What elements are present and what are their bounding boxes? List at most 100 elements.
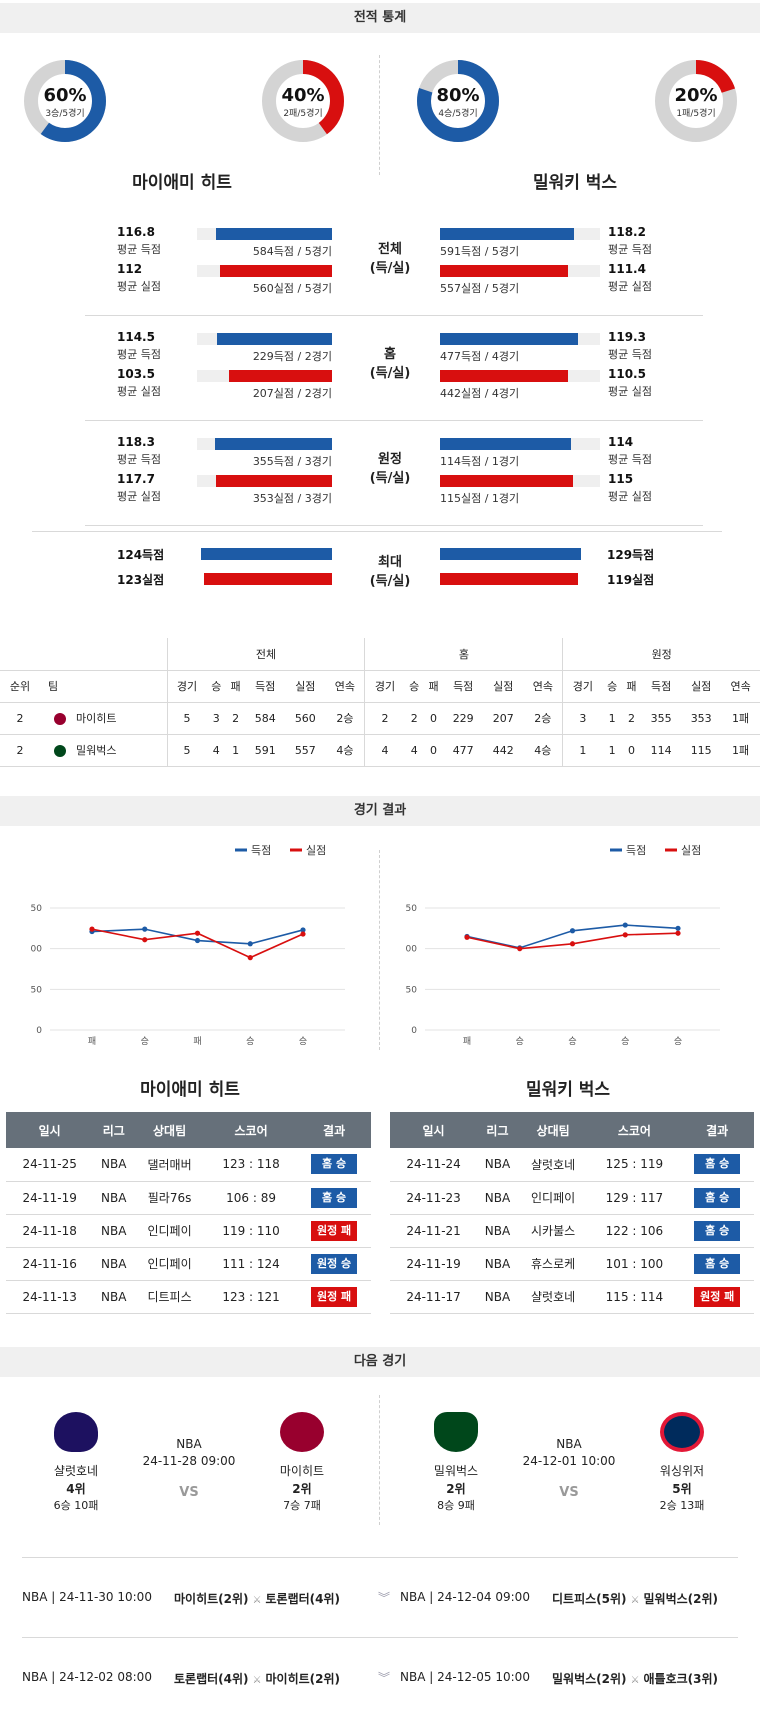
next-team-name: 밀워벅스 [433,1464,479,1478]
upcoming-matchup[interactable]: 밀워벅스(2위) ⚔ 애틀호크(3위) [552,1670,718,1687]
result-outcome: 원정 패 [297,1214,371,1248]
heat-logo [280,1412,324,1452]
avg-value: 119.3 [608,330,646,344]
standings-col-header: 경기 [572,680,594,693]
vs-icon: ⚔ [630,1675,640,1686]
standings-cell: 114 [650,743,672,757]
result-opponent: 인디페이 [517,1181,589,1215]
upcoming-matchup[interactable]: 디트피스(5위) ⚔ 밀워벅스(2위) [552,1590,718,1607]
compare-category-name: 홈 [384,347,396,362]
next-team-record: 8승 9패 [437,1499,475,1512]
next-divider [379,1395,380,1525]
avg-label: 평균 득점 [608,348,652,361]
next-vs: VS [179,1485,199,1500]
result-date: 24-11-21 [390,1214,478,1248]
donut-chart [24,60,106,142]
bar-note: 207실점 / 2경기 [252,387,332,400]
max-value: 119실점 [607,573,655,587]
upcoming-matchup[interactable]: 마이히트(2위) ⚔ 토론랩터(4위) [174,1590,340,1607]
next-datetime: 24-12-01 10:00 [522,1454,616,1468]
standings-col-header: 승 [607,680,618,693]
standings-team-name: 밀워벅스 [76,744,117,757]
compare-category: 원정 (득/실) [360,450,420,488]
chevron-down-icon: ︾ [378,1591,391,1605]
donut-percent: 60% [43,85,87,106]
standings-col-header: 연속 [325,670,366,702]
next-team-record: 6승 10패 [53,1499,99,1512]
data-point [194,937,201,944]
next-team-name: 마이히트 [279,1464,325,1478]
chevron-down-icon: ︾ [378,1671,391,1685]
standings-cell: 115 [690,743,712,757]
result-opponent: 댈러매버 [134,1148,205,1182]
result-date: 24-11-23 [390,1181,478,1215]
donut-divider [379,55,380,175]
result-league: NBA [93,1280,135,1314]
standings-cell: 0 [430,743,437,757]
results-col-header: 결과 [297,1112,371,1148]
avg-value: 116.8 [117,225,155,239]
result-badge: 홈 승 [694,1220,741,1241]
result-league: NBA [477,1214,518,1248]
result-score: 119 : 110 [204,1214,298,1248]
data-point [300,931,306,937]
upcoming-info: NBA | 24-11-30 10:00 [22,1590,152,1604]
vs-icon: ⚔ [252,1675,262,1686]
standings-cell: 2 [232,711,240,725]
result-date: 24-11-24 [390,1148,478,1182]
next-league: NBA [556,1437,582,1451]
upcoming-matchup[interactable]: 토론랩터(4위) ⚔ 마이히트(2위) [174,1670,340,1687]
standings-col-header: 연속 [730,680,751,693]
bar-note: 353실점 / 3경기 [252,492,332,505]
heat-logo [54,713,66,725]
donut-fill [655,60,737,142]
standings-col-header: 패 [230,680,241,693]
data-point [247,941,253,947]
x-tick-label: 패 [193,1036,201,1047]
result-row: 24-11-13 NBA 디트피스 123 : 121 원정 패 [6,1280,371,1314]
chart-divider [379,850,380,1050]
result-score: 115 : 114 [588,1280,681,1314]
x-tick-label: 승 [568,1036,576,1047]
result-league: NBA [477,1280,518,1314]
data-point [247,955,253,961]
result-outcome: 홈 승 [297,1148,371,1182]
standings-col-header: 실점 [295,680,316,693]
result-score: 123 : 118 [204,1148,298,1182]
result-date: 24-11-19 [6,1181,94,1215]
bar-fill [440,475,573,487]
left-team-title: 마이애미 히트 [132,173,232,193]
standings-col-header: 승 [211,680,222,693]
bar-fill [440,370,568,382]
results-col-header: 일시 [390,1112,478,1148]
upcoming-divider-mid [22,1637,738,1638]
standings-cell: 0 [627,743,635,757]
avg-value: 117.7 [117,472,155,486]
bar-fill [216,475,332,487]
standings-col-header: 순위 [9,680,31,693]
donut-record: 2패/5경기 [283,109,323,119]
standings-cell: 1 [232,743,240,757]
result-score: 123 : 121 [204,1280,298,1314]
y-tick-label: 150 [405,904,417,914]
bar-fill [440,265,568,277]
x-tick-label: 승 [246,1036,254,1047]
upcoming-team-1: 마이히트(2위) [174,1592,249,1606]
standings-cell: 3 [212,711,220,725]
avg-label: 평균 실점 [117,385,161,398]
donut-record: 4승/5경기 [438,109,478,119]
next-team-rank: 2위 [292,1482,312,1496]
donut-fill [417,60,499,142]
x-tick-label: 승 [141,1036,149,1047]
y-tick-label: 100 [30,945,42,955]
next-team-name: 워싱위저 [659,1464,705,1478]
max-value: 129득점 [607,548,655,562]
upcoming-team-2: 토론랩터(4위) [265,1592,341,1606]
standings-cell: 2 [410,711,418,725]
result-opponent: 샬럿호네 [517,1280,589,1314]
bar-fill [215,438,332,450]
x-tick-label: 패 [88,1036,96,1047]
bar-note: 355득점 / 3경기 [252,455,332,468]
avg-value: 118.3 [117,435,155,449]
next-team-rank: 5위 [672,1482,692,1496]
